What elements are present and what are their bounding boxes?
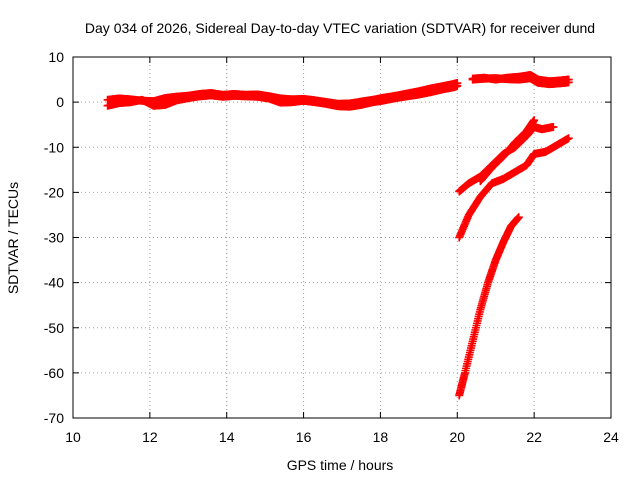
data-point <box>564 78 573 87</box>
data-series <box>455 122 558 196</box>
x-tick-label: 18 <box>373 429 389 445</box>
y-tick-label: -20 <box>44 184 64 200</box>
data-series <box>468 74 573 89</box>
data-point <box>530 116 539 125</box>
y-tick-label: -10 <box>44 139 64 155</box>
x-tick-label: 10 <box>65 429 81 445</box>
x-tick-label: 14 <box>219 429 235 445</box>
data-series <box>455 213 523 400</box>
grid-lines <box>73 57 611 418</box>
data-series <box>455 134 573 242</box>
y-tick-label: 10 <box>48 49 64 65</box>
y-axis-label: SDTVAR / TECUs <box>5 182 21 294</box>
x-tick-label: 16 <box>296 429 312 445</box>
x-tick-label: 22 <box>526 429 542 445</box>
y-tick-label: -30 <box>44 230 64 246</box>
y-tick-label: -70 <box>44 410 64 426</box>
y-tick-label: -50 <box>44 320 64 336</box>
data-series <box>476 116 539 186</box>
x-axis-ticks: 10 12 14 16 18 20 22 24 <box>65 57 619 445</box>
x-tick-label: 12 <box>142 429 158 445</box>
data-point <box>549 122 558 131</box>
data-point <box>514 213 523 222</box>
data-point <box>453 81 462 90</box>
data-series <box>103 81 462 111</box>
y-tick-label: 0 <box>56 94 64 110</box>
x-axis-label: GPS time / hours <box>287 457 394 473</box>
data-points <box>103 71 573 400</box>
x-tick-label: 24 <box>603 429 619 445</box>
data-point <box>564 134 573 143</box>
x-tick-label: 20 <box>449 429 465 445</box>
y-axis-ticks: 10 0 -10 -20 -30 -40 -50 -60 -70 <box>44 49 611 426</box>
y-tick-label: -40 <box>44 275 64 291</box>
y-tick-label: -60 <box>44 365 64 381</box>
chart-title: Day 034 of 2026, Sidereal Day-to-day VTE… <box>85 20 595 36</box>
